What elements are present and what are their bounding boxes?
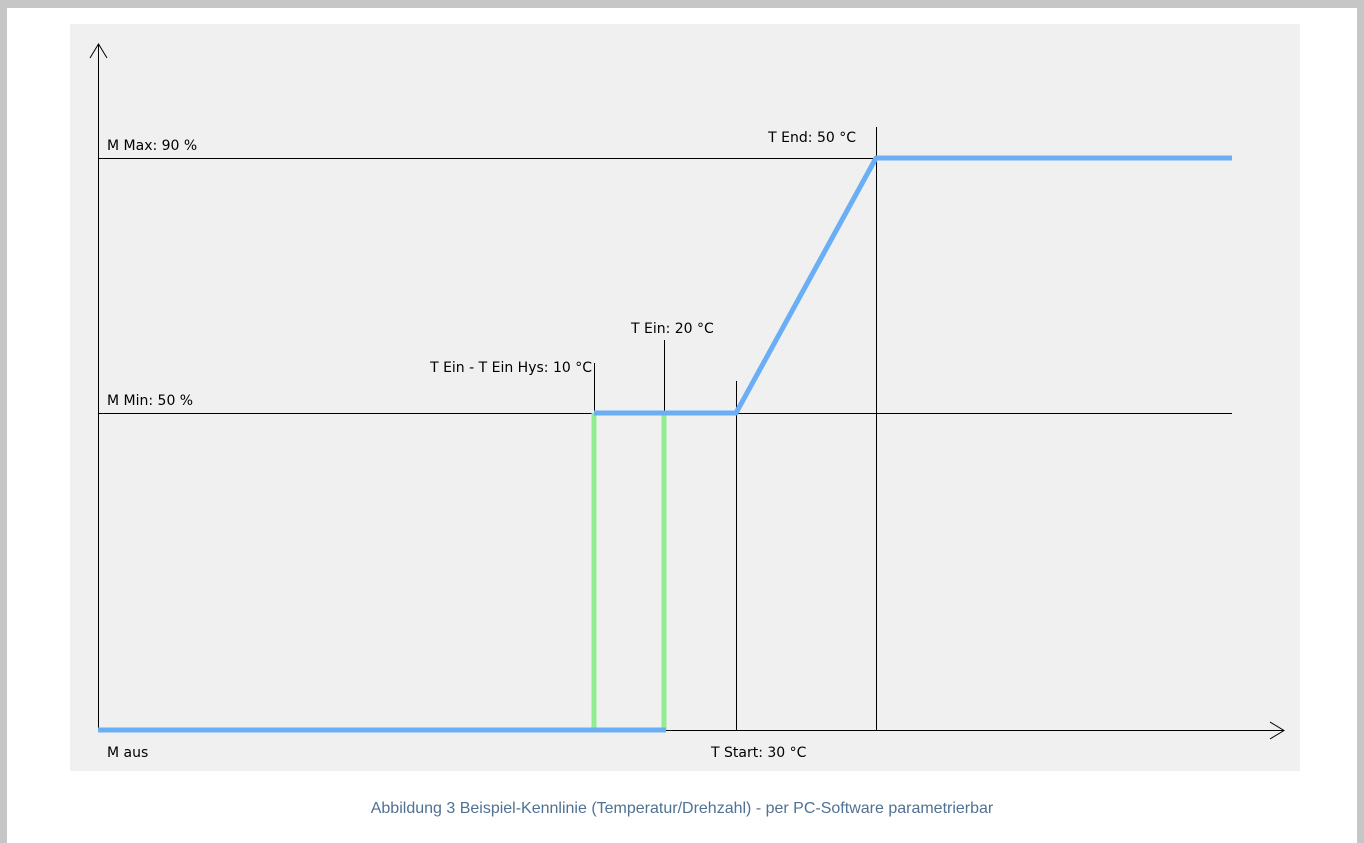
label: M Min: 50 % <box>107 393 193 409</box>
caption: Abbildung 3 Beispiel-Kennlinie (Temperat… <box>370 800 994 817</box>
curve <box>98 155 1232 733</box>
x-arrow <box>1269 721 1285 740</box>
hysteresis <box>591 413 667 730</box>
label: M Max: 90 % <box>107 138 197 154</box>
curve-on <box>594 155 1232 416</box>
panel <box>70 24 1300 771</box>
y-arrow <box>89 43 108 59</box>
label: T Start: 30 °C <box>710 745 807 761</box>
label: T Ein - T Ein Hys: 10 °C <box>429 360 592 376</box>
label: T Ein: 20 °C <box>630 321 714 337</box>
label: M aus <box>107 745 148 761</box>
label: T End: 50 °C <box>767 130 856 146</box>
